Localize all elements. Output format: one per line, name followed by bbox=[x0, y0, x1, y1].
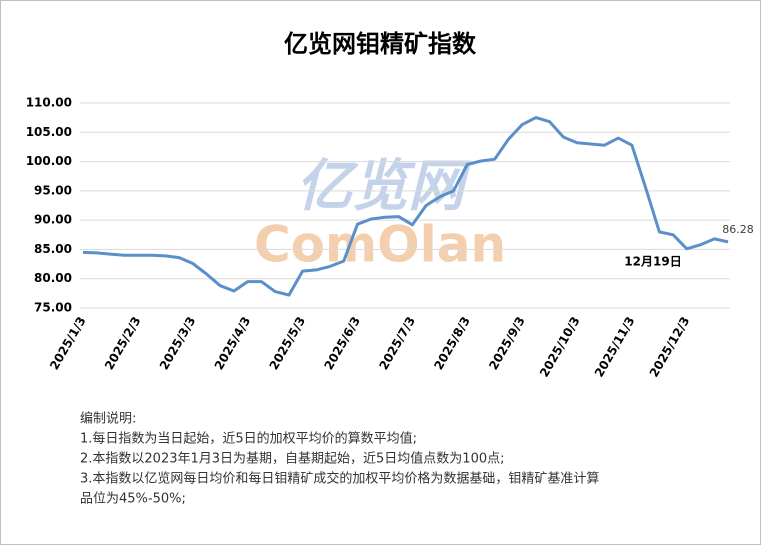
note: 编制说明: bbox=[80, 412, 136, 427]
y-tick-label: 100.00 bbox=[26, 154, 72, 168]
note: 3.本指数以亿览网每日均价和每日钼精矿成交的加权平均价格为数据基础，钼精矿基准计… bbox=[80, 471, 599, 487]
note: 品位为45%-50%; bbox=[80, 492, 186, 507]
chart-title: 亿览网钼精矿指数 bbox=[284, 30, 477, 58]
y-tick-label: 95.00 bbox=[34, 183, 72, 197]
y-tick-label: 105.00 bbox=[26, 125, 72, 139]
data-label: 86.28 bbox=[722, 223, 754, 236]
annotation: 12月19日 bbox=[624, 255, 681, 269]
note: 2.本指数以2023年1月3日为基期，自基期起始，近5日均值点数为100点; bbox=[80, 451, 505, 467]
watermark: ComOlan bbox=[254, 216, 506, 274]
y-tick-label: 110.00 bbox=[26, 96, 72, 110]
y-tick-label: 85.00 bbox=[34, 242, 72, 256]
data-line bbox=[82, 116, 729, 297]
y-tick-label: 90.00 bbox=[34, 213, 72, 227]
note: 1.每日指数为当日起始，近5日的加权平均价的算数平均值; bbox=[80, 431, 417, 447]
watermark: 亿览网 bbox=[296, 154, 472, 219]
y-tick-label: 80.00 bbox=[34, 271, 72, 285]
y-tick-label: 75.00 bbox=[34, 301, 72, 315]
